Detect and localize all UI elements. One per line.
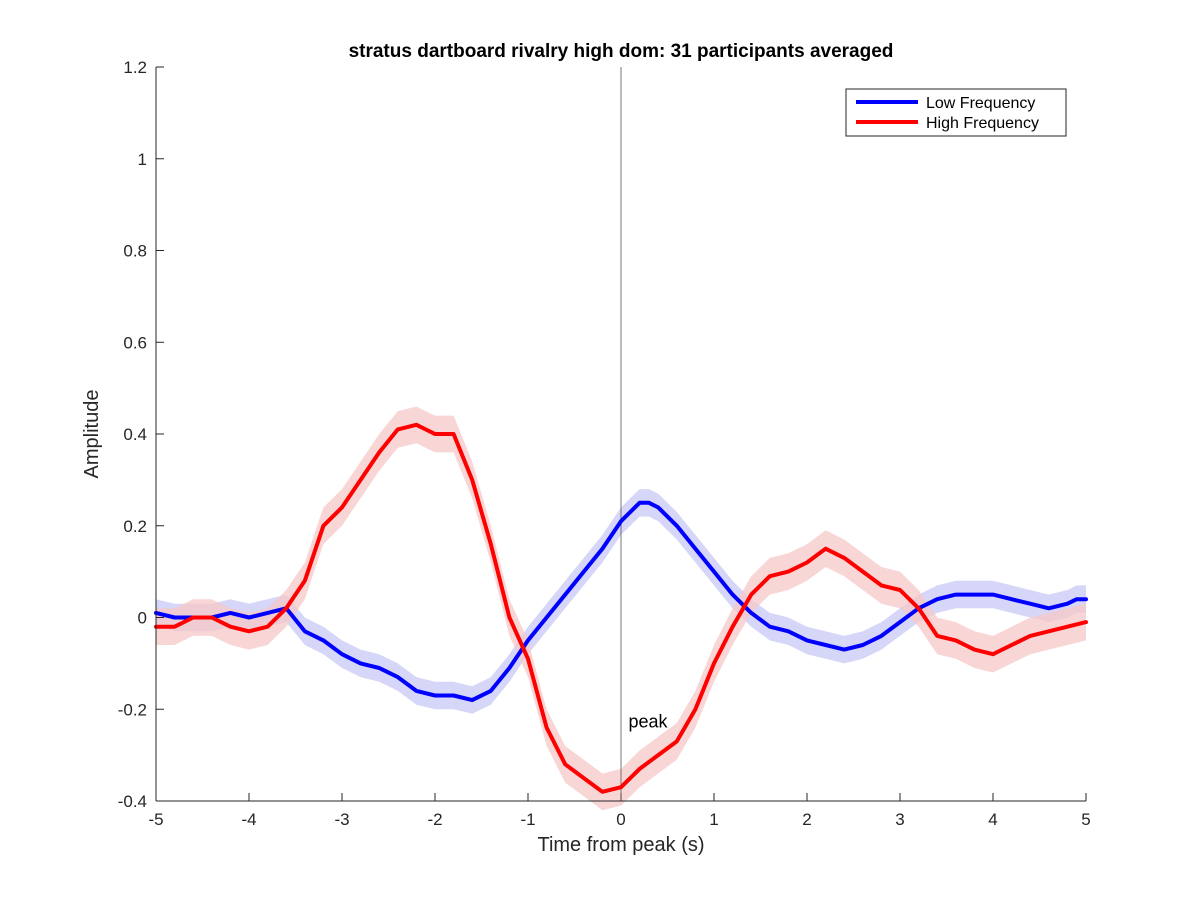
y-tick-label: -0.4 <box>118 792 147 811</box>
y-tick-label: 1.2 <box>123 58 147 77</box>
axes <box>155 67 1086 802</box>
series-lines <box>154 422 1088 794</box>
y-tick-label: 0.8 <box>123 242 147 261</box>
y-tick-label: 0.2 <box>123 517 147 536</box>
x-axis-label: Time from peak (s) <box>537 834 704 856</box>
y-tick-label: 0.4 <box>123 425 147 444</box>
x-tick-label: -2 <box>427 810 442 829</box>
x-tick-label: 5 <box>1081 810 1090 829</box>
peak-annotation: peak <box>628 712 668 732</box>
x-tick-label: 4 <box>988 810 997 829</box>
chart-title: stratus dartboard rivalry high dom: 31 p… <box>349 41 894 62</box>
x-tick-label: 0 <box>616 810 625 829</box>
y-tick-label: 1 <box>138 150 147 169</box>
legend-label-high-frequency: High Frequency <box>926 115 1039 132</box>
x-tick-label: 2 <box>802 810 811 829</box>
axis-ticks: -5 -4 -3 -2 -1 0 1 2 3 4 5 -0.4 -0.2 0 0.2 0.4 0.6 0.8 1 1.… <box>118 58 1091 829</box>
series-line-high-frequency <box>154 422 1088 794</box>
y-tick-label: 0 <box>138 609 147 628</box>
legend-box <box>845 88 1067 137</box>
error-bands <box>156 406 1086 811</box>
x-tick-label: -4 <box>241 810 256 829</box>
legend-label-low-frequency: Low Frequency <box>926 95 1035 112</box>
x-tick-label: -1 <box>520 810 535 829</box>
x-tick-label: 3 <box>895 810 904 829</box>
x-tick-label: -3 <box>334 810 349 829</box>
y-tick-label: 0.6 <box>123 333 147 352</box>
error-band-low-frequency <box>156 489 1086 714</box>
legend: Low Frequency High Frequency <box>845 88 1067 137</box>
y-axis-label: Amplitude <box>81 390 103 479</box>
x-tick-label: -5 <box>148 810 163 829</box>
y-tick-label: -0.2 <box>118 700 147 719</box>
x-tick-label: 1 <box>709 810 718 829</box>
series-line-low-frequency <box>154 500 1088 703</box>
